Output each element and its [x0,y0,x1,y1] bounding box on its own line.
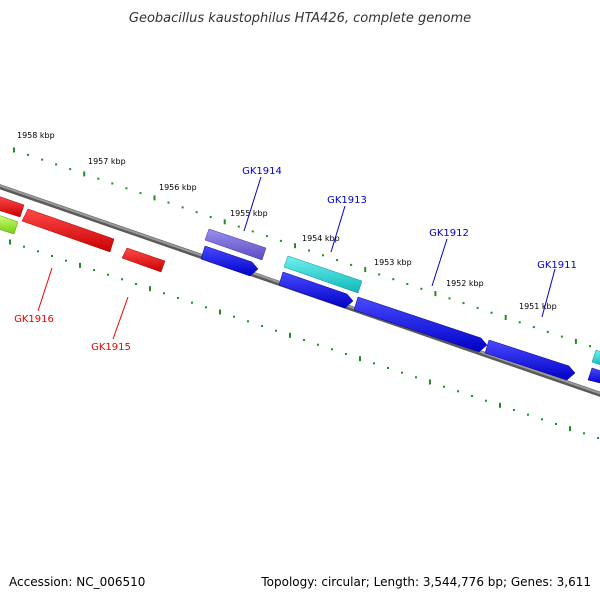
gene-feature-blue-b[interactable] [278,271,354,309]
kbp-label-1953: 1953 kbp [374,258,412,267]
map-title: Geobacillus kaustophilus HTA426, complet… [129,11,471,26]
gene-feature-partial-green[interactable] [0,215,19,235]
gene-feature-gk1912[interactable] [353,296,488,353]
kbp-label-1951: 1951 kbp [519,302,557,311]
gene-feature-gk1913[interactable] [283,255,363,294]
gene-feature-gk1916[interactable] [21,208,115,253]
kbp-label-1952: 1952 kbp [446,279,484,288]
gene-label-gk1911[interactable]: GK1911 [537,260,577,271]
kbp-label-1955: 1955 kbp [230,209,268,218]
gene-feature-gk1915[interactable] [121,247,166,273]
leader-gk1914 [243,176,262,232]
gene-label-gk1913[interactable]: GK1913 [327,195,367,206]
scale-ticks-upper [13,147,591,348]
gene-feature-gk1911[interactable] [484,339,576,381]
gene-feature-blue-a[interactable] [200,245,259,277]
leader-gk1911 [541,268,556,318]
kbp-label-1954: 1954 kbp [302,234,340,243]
kbp-label-1956: 1956 kbp [159,183,197,192]
leader-gk1915 [112,296,129,340]
gene-label-gk1916[interactable]: GK1916 [14,314,54,325]
gene-feature-partial-blue[interactable] [587,367,600,384]
gene-feature-partial-cyan[interactable] [591,349,600,366]
scale-ticks-lower [9,239,599,439]
leader-gk1913 [330,205,346,253]
gene-feature-partial-red[interactable] [0,196,25,218]
gene-label-gk1912[interactable]: GK1912 [429,228,469,239]
topology-label: Topology: circular; Length: 3,544,776 bp… [260,575,591,589]
kbp-label-1958: 1958 kbp [17,131,55,140]
gene-label-gk1914[interactable]: GK1914 [242,166,282,177]
gene-label-gk1915[interactable]: GK1915 [91,342,131,353]
leader-gk1912 [431,238,448,287]
kbp-label-1957: 1957 kbp [88,157,126,166]
leader-gk1916 [37,267,53,312]
accession-label: Accession: NC_006510 [9,575,145,589]
gene-feature-gk1914[interactable] [204,228,267,261]
